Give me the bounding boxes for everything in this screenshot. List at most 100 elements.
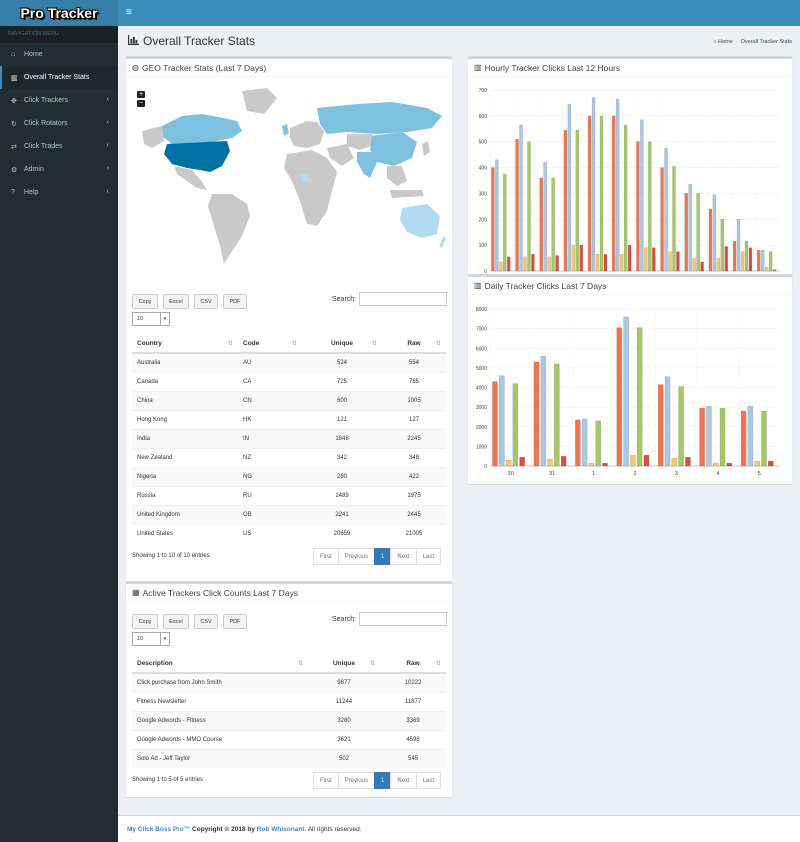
map-nigeria <box>300 174 309 182</box>
table-cell: 348 <box>382 447 446 467</box>
csv-button[interactable]: CSV <box>194 614 218 629</box>
pager-first-button[interactable]: First <box>313 772 339 789</box>
column-header-code[interactable]: Code ⇅ <box>238 334 302 354</box>
sidebar-item-click-trades[interactable]: ⇄ Click Trades ‹ <box>0 135 118 158</box>
sidebar-item-label: Click Trackers <box>24 97 68 104</box>
sidebar-item-click-rotators[interactable]: ↻ Click Rotators ‹ <box>0 112 118 135</box>
bar <box>672 166 676 272</box>
bar <box>627 244 632 272</box>
geo-search-input[interactable] <box>359 292 447 306</box>
bar <box>652 247 656 272</box>
table-row: United States US 20659 21005 <box>132 523 446 543</box>
bar <box>551 177 555 272</box>
bar <box>575 129 579 272</box>
sidebar-item-help[interactable]: ? Help ‹ <box>0 181 118 204</box>
map-alaska <box>142 126 164 148</box>
active-table: Description ⇅ Unique ⇅ Raw ⇅ Click purchase fr… <box>132 654 446 768</box>
table-cell: HK <box>238 409 302 429</box>
table-cell: NG <box>238 466 302 486</box>
table-row: Russia RU 1489 1975 <box>132 485 446 505</box>
active-search-input[interactable] <box>359 612 447 626</box>
map-mexico <box>174 166 207 190</box>
y-tick-label: 600 <box>479 114 488 120</box>
bar <box>684 193 688 272</box>
pdf-button[interactable]: PDF <box>223 294 247 309</box>
chevron-left-icon: ‹ <box>106 142 109 149</box>
bar <box>531 253 535 272</box>
pager-previous-button[interactable]: Previous <box>337 548 376 565</box>
sidebar-toggle-icon[interactable]: ≡ <box>126 7 132 18</box>
app-logo[interactable]: Pro Tracker <box>0 0 118 26</box>
bar <box>636 327 643 467</box>
pager-1-button[interactable]: 1 <box>374 772 392 789</box>
bar <box>588 462 595 467</box>
column-header-raw[interactable]: Raw ⇅ <box>382 334 446 354</box>
pager-last-button[interactable]: Last <box>415 548 442 565</box>
table-cell: 2245 <box>382 428 446 448</box>
map-south-america <box>208 194 250 264</box>
sidebar-item-label: Home <box>24 51 43 58</box>
table-cell: 2445 <box>382 504 446 524</box>
pager-next-button[interactable]: Next <box>390 548 417 565</box>
table-cell: IN <box>238 428 302 448</box>
geo-page-size-select[interactable]: 10 ▾ <box>132 312 170 326</box>
breadcrumb-home[interactable]: Home <box>718 39 733 45</box>
table-cell: 502 <box>308 748 380 768</box>
column-header-raw[interactable]: Raw ⇅ <box>380 654 446 674</box>
bar <box>547 458 553 467</box>
hourly-bar-chart: 0100200300400500600700141516171819202122… <box>479 88 780 282</box>
bar <box>539 177 543 272</box>
table-row: Fitness Newsletter 11244 11877 <box>132 691 446 711</box>
sort-icon: ⇅ <box>371 341 377 347</box>
sidebar-item-label: Click Rotators <box>24 120 68 127</box>
sidebar-item-label: Overall Tracker Stats <box>24 74 90 81</box>
map-central-asia <box>347 134 377 150</box>
table-row: New Zealand NZ 342 348 <box>132 447 446 467</box>
world-map[interactable]: + − <box>132 86 446 266</box>
sidebar-item-overall-tracker-stats[interactable]: ▥ Overall Tracker Stats <box>0 66 118 89</box>
table-cell: 121 <box>302 409 382 429</box>
excel-button[interactable]: Excel <box>163 294 189 309</box>
sidebar-item-click-trackers[interactable]: ✥ Click Trackers ‹ <box>0 89 118 112</box>
pdf-button[interactable]: PDF <box>223 614 247 629</box>
map-canada <box>162 114 242 146</box>
bar <box>575 419 581 467</box>
active-page-size-select[interactable]: 10 ▾ <box>132 632 170 646</box>
copy-button[interactable]: Copy <box>132 614 158 629</box>
bar <box>678 386 684 467</box>
column-header-unique[interactable]: Unique ⇅ <box>308 654 380 674</box>
column-header-description[interactable]: Description ⇅ <box>132 654 308 674</box>
column-header-unique[interactable]: Unique ⇅ <box>302 334 382 354</box>
copy-button[interactable]: Copy <box>132 294 158 309</box>
column-header-country[interactable]: Country ⇅ <box>132 334 238 354</box>
footer-rights: . All rights reserved. <box>304 826 362 833</box>
pager-last-button[interactable]: Last <box>415 772 442 789</box>
refresh-icon: ↻ <box>11 120 17 128</box>
bar <box>664 376 671 467</box>
map-russia <box>317 102 442 134</box>
sidebar-item-admin[interactable]: ⚙ Admin ‹ <box>0 158 118 181</box>
csv-button[interactable]: CSV <box>194 294 218 309</box>
home-icon: ⌂ <box>713 39 717 45</box>
sidebar: NAVIGATION MENU ⌂ Home ▥ Overall Tracker St… <box>0 26 118 842</box>
map-zoom-out-button[interactable]: − <box>137 100 145 107</box>
excel-button[interactable]: Excel <box>163 614 189 629</box>
pager-first-button[interactable]: First <box>313 548 339 565</box>
table-cell: 11877 <box>380 691 446 711</box>
pager-previous-button[interactable]: Previous <box>337 772 376 789</box>
table-cell: 1848 <box>302 428 382 448</box>
table-cell: 10222 <box>380 672 446 692</box>
pager-next-button[interactable]: Next <box>390 772 417 789</box>
table-cell: 11244 <box>308 691 380 711</box>
y-tick-label: 2000 <box>476 425 487 431</box>
bar <box>533 361 540 467</box>
footer-brand-link[interactable]: My Click Boss Pro™ <box>127 826 191 833</box>
bar <box>581 418 588 467</box>
map-zoom-in-button[interactable]: + <box>137 91 145 98</box>
table-row: Google Adwords - Fitness 3280 3369 <box>132 710 446 730</box>
pager-1-button[interactable]: 1 <box>374 548 392 565</box>
bar <box>768 251 773 272</box>
table-cell: 524 <box>302 352 382 372</box>
footer-author-link[interactable]: Rob Whisonant <box>256 826 305 833</box>
sidebar-item-home[interactable]: ⌂ Home <box>0 43 118 66</box>
